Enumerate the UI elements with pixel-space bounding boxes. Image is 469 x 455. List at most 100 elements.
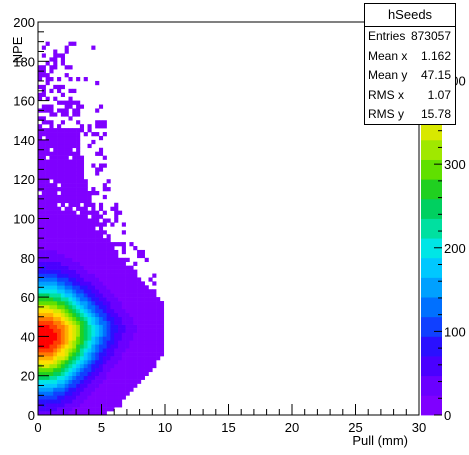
heatmap-cell bbox=[53, 297, 58, 302]
heatmap-cell bbox=[60, 57, 65, 62]
heatmap-cell bbox=[129, 312, 134, 318]
heatmap-cell bbox=[102, 371, 107, 376]
heatmap-cell bbox=[118, 403, 123, 408]
heatmap-cell bbox=[159, 304, 165, 310]
heatmap-cell bbox=[87, 356, 92, 361]
heatmap-cell bbox=[76, 348, 81, 353]
heatmap-cell bbox=[57, 269, 62, 274]
heatmap-cell bbox=[87, 249, 92, 255]
heatmap-cell bbox=[76, 218, 81, 223]
heatmap-cell bbox=[72, 363, 77, 369]
heatmap-cell bbox=[41, 249, 46, 255]
heatmap-cell bbox=[106, 312, 111, 318]
heatmap-cell bbox=[45, 383, 50, 388]
heatmap-cell bbox=[38, 336, 43, 341]
heatmap-cell bbox=[91, 363, 96, 369]
heatmap-cell bbox=[98, 273, 104, 278]
heatmap-cell bbox=[45, 277, 50, 282]
heatmap-cell bbox=[79, 316, 85, 321]
heatmap-cell bbox=[137, 249, 142, 255]
heatmap-cell bbox=[79, 336, 85, 341]
heatmap-cell bbox=[49, 289, 54, 294]
heatmap-cell bbox=[60, 61, 65, 66]
heatmap-cell bbox=[68, 399, 73, 404]
heatmap-cell bbox=[118, 391, 123, 396]
heatmap-cell bbox=[38, 297, 43, 302]
heatmap-cell bbox=[64, 210, 69, 215]
heatmap-cell bbox=[49, 206, 54, 211]
heatmap-cell bbox=[76, 183, 81, 188]
heatmap-cell bbox=[83, 77, 88, 82]
heatmap-cell bbox=[125, 293, 130, 298]
heatmap-cell bbox=[133, 246, 138, 251]
heatmap-cell bbox=[53, 407, 58, 412]
heatmap-cell bbox=[83, 407, 88, 412]
heatmap-cell bbox=[60, 187, 65, 192]
heatmap-cell bbox=[64, 383, 69, 388]
heatmap-cell bbox=[76, 371, 81, 376]
heatmap-cell bbox=[114, 391, 119, 396]
heatmap-cell bbox=[98, 269, 104, 274]
heatmap-cell bbox=[57, 281, 62, 286]
heatmap-cell bbox=[95, 304, 100, 310]
heatmap-cell bbox=[68, 261, 73, 266]
heatmap-cell bbox=[60, 108, 65, 113]
heatmap-cell bbox=[87, 190, 92, 196]
y-tick-label: 140 bbox=[13, 133, 35, 148]
heatmap-cell bbox=[53, 399, 58, 404]
heatmap-cell bbox=[68, 316, 73, 321]
heatmap-cell bbox=[49, 218, 54, 223]
heatmap-cell bbox=[152, 363, 157, 369]
heatmap-cell bbox=[114, 367, 119, 373]
heatmap-cell bbox=[121, 359, 126, 365]
heatmap-cell bbox=[79, 379, 85, 384]
heatmap-cell bbox=[114, 312, 119, 318]
heatmap-cell bbox=[76, 139, 81, 145]
heatmap-cell bbox=[45, 132, 50, 137]
heatmap-cell bbox=[83, 273, 88, 278]
heatmap-cell bbox=[49, 132, 54, 137]
heatmap-cell bbox=[57, 155, 62, 160]
stats-row-rms-y: RMS y 15.78 bbox=[365, 105, 455, 125]
heatmap-cell bbox=[64, 226, 69, 231]
heatmap-cell bbox=[118, 269, 123, 274]
heatmap-cell bbox=[144, 363, 149, 369]
heatmap-cell bbox=[41, 45, 46, 50]
heatmap-cell bbox=[68, 297, 73, 302]
heatmap-cell bbox=[45, 135, 50, 141]
heatmap-cell bbox=[45, 214, 50, 219]
heatmap-cell bbox=[72, 312, 77, 318]
heatmap-cell bbox=[45, 328, 50, 333]
heatmap-cell bbox=[121, 316, 126, 321]
heatmap-cell bbox=[53, 324, 58, 329]
heatmap-cell bbox=[45, 281, 50, 286]
heatmap-cell bbox=[144, 348, 149, 353]
heatmap-cell bbox=[95, 151, 100, 156]
heatmap-cell bbox=[60, 139, 65, 145]
heatmap-cell bbox=[64, 132, 69, 137]
heatmap-cell bbox=[102, 356, 107, 361]
heatmap-cell bbox=[121, 332, 126, 337]
heatmap-cell bbox=[76, 387, 81, 392]
heatmap-cell bbox=[53, 363, 58, 369]
heatmap-cell bbox=[38, 356, 43, 361]
heatmap-cell bbox=[159, 320, 165, 325]
heatmap-cell bbox=[95, 281, 100, 286]
heatmap-cell bbox=[76, 277, 81, 282]
heatmap-cell bbox=[137, 324, 142, 329]
heatmap-cell bbox=[76, 202, 81, 208]
heatmap-cell bbox=[72, 41, 77, 46]
heatmap-cell bbox=[60, 403, 65, 408]
heatmap-cell bbox=[57, 387, 62, 392]
heatmap-cell bbox=[76, 167, 81, 172]
heatmap-cell bbox=[133, 285, 138, 290]
heatmap-cell bbox=[49, 167, 54, 172]
heatmap-cell bbox=[110, 316, 115, 321]
heatmap-cell bbox=[121, 289, 126, 294]
heatmap-cell bbox=[53, 281, 58, 286]
heatmap-cell bbox=[98, 395, 104, 400]
heatmap-cell bbox=[133, 308, 138, 314]
heatmap-cell bbox=[118, 332, 123, 337]
heatmap-cell bbox=[64, 238, 69, 243]
heatmap-cell bbox=[133, 324, 138, 329]
